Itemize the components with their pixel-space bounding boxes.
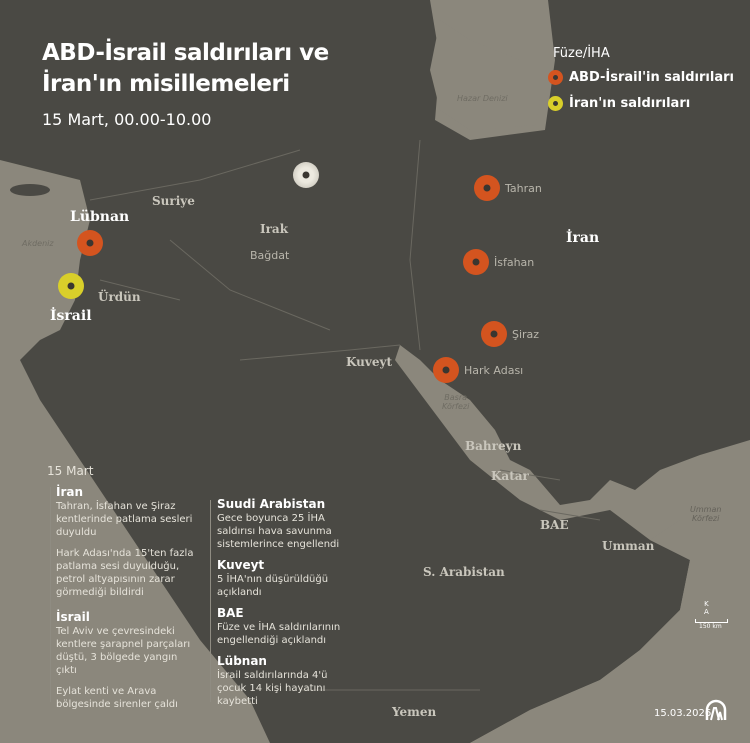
umman-line1: Umman [690, 505, 722, 514]
north-a: A [704, 608, 709, 616]
label-bagdat: Bağdat [250, 249, 290, 262]
orange-marker-icon [548, 70, 563, 85]
label-akdeniz: Akdeniz [22, 239, 54, 248]
section-heading: İran [56, 485, 84, 499]
section-text: Hark Adası'nda 15'ten fazla patlama sesi… [56, 548, 194, 598]
label-umman-korfezi: Umman Körfezi [690, 505, 721, 523]
marker-gray [293, 162, 319, 188]
label-umman: Umman [602, 539, 655, 553]
scale-label: 150 km [699, 623, 722, 630]
label-kuveyt: Kuveyt [346, 355, 393, 369]
legend-label: İran'ın saldırıları [569, 96, 691, 111]
section-text: Füze ve İHA saldırılarının engellendiği … [217, 622, 341, 646]
section-heading: İsrail [56, 610, 90, 624]
section-text: 5 İHA'nın düşürüldüğü açıklandı [217, 574, 329, 598]
label-katar: Katar [491, 469, 529, 483]
label-urdun: Ürdün [98, 290, 141, 304]
section-heading: BAE [217, 606, 244, 620]
divider-left [50, 487, 51, 702]
label-suudi: S. Arabistan [423, 565, 505, 579]
legend-label: ABD-İsrail'in saldırıları [569, 70, 734, 85]
legend-item-iran: İran'ın saldırıları [548, 96, 690, 111]
section-heading: Kuveyt [217, 558, 265, 572]
label-hark: Hark Adası [464, 364, 524, 377]
scale-bar [695, 619, 728, 623]
section-text: Tahran, İsfahan ve Şiraz kentlerinde pat… [56, 501, 193, 538]
umman-line2: Körfezi [692, 514, 720, 523]
basra-line1: Basra [444, 393, 468, 402]
basra-line2: Körfezi [442, 402, 470, 411]
label-lubnan: Lübnan [70, 209, 130, 225]
subtitle: 15 Mart, 00.00-10.00 [42, 110, 212, 129]
label-siraz: Şiraz [512, 328, 540, 341]
label-yemen: Yemen [392, 705, 437, 719]
aa-logo [704, 698, 728, 722]
sea-caspian [430, 20, 540, 130]
marker-isfahan [463, 249, 489, 275]
marker-israil [58, 273, 84, 299]
panel-right: Suudi Arabistan Gece boyunca 25 İHA sald… [217, 498, 377, 716]
label-basra: Basra Körfezi [442, 393, 469, 411]
label-irak: Irak [260, 222, 289, 236]
section-text: Eylat kenti ve Arava bölgesinde sirenler… [56, 686, 178, 710]
label-suriye: Suriye [152, 194, 195, 208]
label-israil: İsrail [50, 308, 92, 324]
border-lines [89, 139, 601, 691]
legend-heading: Füze/İHA [553, 46, 610, 61]
title: ABD-İsrail saldırıları ve İran'ın misille… [42, 38, 329, 100]
panel-date: 15 Mart [47, 464, 94, 478]
marker-hark [433, 357, 459, 383]
label-tahran: Tahran [505, 182, 542, 195]
label-bahreyn: Bahreyn [465, 439, 522, 453]
panel-left: İran Tahran, İsfahan ve Şiraz kentlerind… [56, 486, 206, 719]
north-k: K [704, 600, 709, 608]
label-hazar: Hazar Denizi [457, 94, 508, 103]
cyprus [10, 184, 50, 196]
label-iran: İran [566, 230, 600, 246]
title-line-1: ABD-İsrail saldırıları ve [42, 40, 329, 66]
title-line-2: İran'ın misillemeleri [42, 71, 290, 97]
yellow-marker-icon [548, 96, 563, 111]
legend-item-us-israel: ABD-İsrail'in saldırıları [548, 70, 734, 85]
section-text: Gece boyunca 25 İHA saldırısı hava savun… [217, 513, 340, 550]
section-text: İsrail saldırılarında 4'ü çocuk 14 kişi … [217, 670, 328, 707]
section-text: Tel Aviv ve çevresindeki kentlere şarapn… [56, 626, 191, 676]
marker-siraz [481, 321, 507, 347]
divider-right [210, 500, 211, 702]
label-isfahan: İsfahan [494, 256, 535, 269]
section-heading: Suudi Arabistan [217, 497, 326, 511]
sea-arabian [470, 440, 750, 743]
section-heading: Lübnan [217, 654, 267, 668]
marker-lubnan [77, 230, 103, 256]
label-bae: BAE [540, 518, 569, 532]
footer-date: 15.03.2026 [654, 708, 712, 719]
marker-tahran [474, 175, 500, 201]
